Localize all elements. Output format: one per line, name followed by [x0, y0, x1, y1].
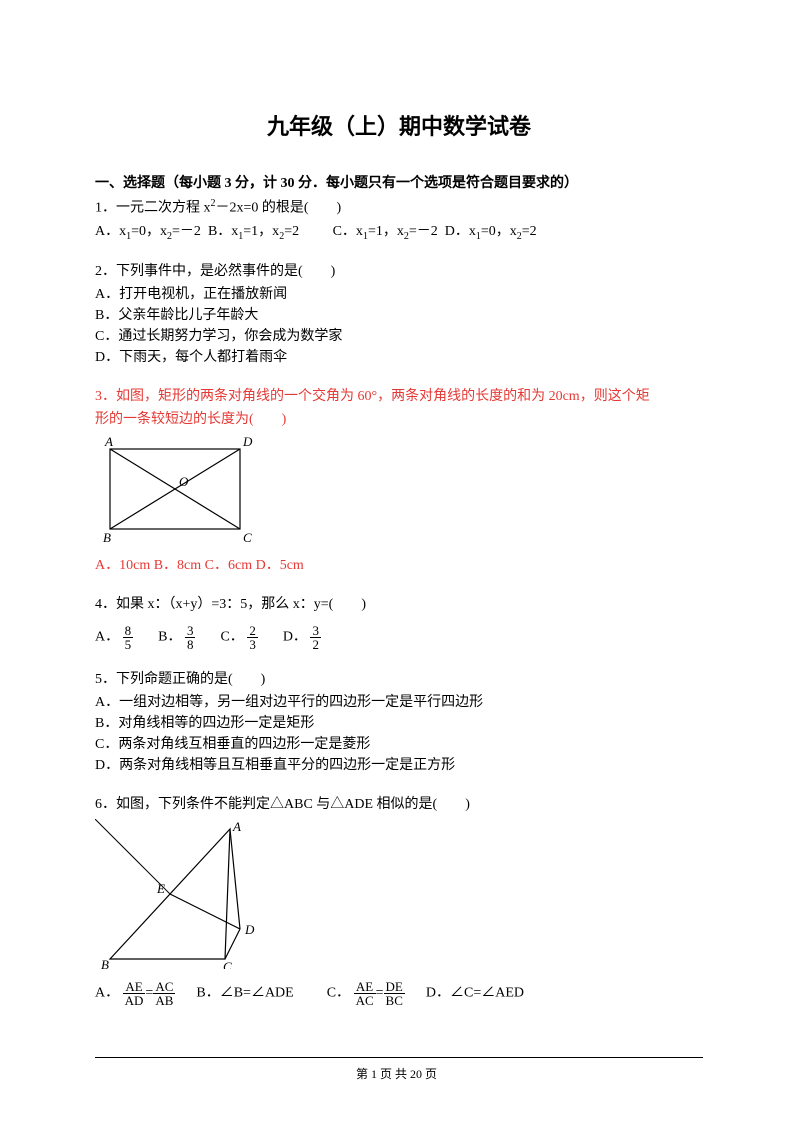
- frac-1: 85: [123, 624, 134, 651]
- q3-options: A．10cm B．8cm C．6cm D．5cm: [95, 555, 703, 576]
- q3-stem1: 3．如图，矩形的两条对角线的一个交角为 60°，两条对角线的长度的和为 20cm…: [95, 386, 703, 407]
- q4-stem: 4．如果 x：（x+y）=3：5，那么 x：y=( ): [95, 594, 703, 615]
- svg-text:A: A: [104, 434, 113, 449]
- svg-text:B: B: [101, 957, 109, 969]
- frac-4: 32: [310, 624, 321, 651]
- q3-stem2: 形的一条较短边的长度为( ): [95, 409, 703, 430]
- frac-2: 38: [185, 624, 196, 651]
- q6-frac2: AEAC: [354, 980, 376, 1007]
- q1-optD: D．x: [445, 224, 476, 239]
- q5-D: D．两条对角线相等且互相垂直平分的四边形一定是正方形: [95, 755, 703, 776]
- page-footer: 第 1 页 共 20 页: [0, 1065, 793, 1082]
- q4-options: A． 85 B． 38 C． 23 D． 32: [95, 624, 703, 651]
- question-5: 5．下列命题正确的是( ) A．一组对边相等，另一组对边平行的四边形一定是平行四…: [95, 669, 703, 776]
- q6-D: D．∠C=∠AED: [426, 986, 524, 1001]
- svg-text:E: E: [156, 881, 165, 896]
- q1-optB: B．x: [208, 224, 238, 239]
- q2-optB: B．父亲年龄比儿子年龄大: [95, 305, 703, 326]
- q1-stem-a: 1．一元二次方程 x: [95, 201, 211, 216]
- q6-frac1: AEAD: [123, 980, 146, 1007]
- q6-frac1b: ACAB: [153, 980, 175, 1007]
- svg-text:C: C: [243, 530, 252, 544]
- q1-stem-b: －2x=0 的根是( ): [216, 201, 342, 216]
- q1-options: A．x1=0，x2=－2 B．x1=1，x2=2 C．x1=1，x2=－2 D．…: [95, 221, 703, 244]
- q6-C: C．: [327, 986, 350, 1001]
- q5-stem: 5．下列命题正确的是( ): [95, 669, 703, 690]
- question-1: 1．一元二次方程 x2－2x=0 的根是( ) A．x1=0，x2=－2 B．x…: [95, 196, 703, 243]
- q1-optA: A．x: [95, 224, 126, 239]
- q2-optA: A．打开电视机，正在播放新闻: [95, 284, 703, 305]
- q4-B: B．: [158, 630, 181, 645]
- svg-text:O: O: [179, 474, 189, 489]
- q5-A: A．一组对边相等，另一组对边平行的四边形一定是平行四边形: [95, 692, 703, 713]
- exam-page: 九年级（上）期中数学试卷 一、选择题（每小题 3 分，计 30 分．每小题只有一…: [0, 0, 793, 1057]
- svg-text:B: B: [103, 530, 111, 544]
- q1-optC: C．x: [333, 224, 363, 239]
- question-2: 2．下列事件中，是必然事件的是( ) A．打开电视机，正在播放新闻 B．父亲年龄…: [95, 261, 703, 368]
- q6-B: B．∠B=∠ADE: [196, 986, 293, 1001]
- q6-figure: A B C D E: [95, 819, 703, 976]
- q6-A: A．: [95, 986, 119, 1001]
- q3-figure: A D B C O: [95, 434, 703, 551]
- q6-stem: 6．如图，下列条件不能判定△ABC 与△ADE 相似的是( ): [95, 794, 703, 815]
- q6-options: A． AEAD = ACAB B．∠B=∠ADE C． AEAC = DEBC …: [95, 980, 703, 1007]
- q6-frac2b: DEBC: [384, 980, 405, 1007]
- question-6: 6．如图，下列条件不能判定△ABC 与△ADE 相似的是( ) A B C D …: [95, 794, 703, 1007]
- page-title: 九年级（上）期中数学试卷: [95, 110, 703, 143]
- q5-C: C．两条对角线互相垂直的四边形一定是菱形: [95, 734, 703, 755]
- q4-D: D．: [283, 630, 307, 645]
- q4-C: C．: [220, 630, 243, 645]
- q4-A: A．: [95, 630, 119, 645]
- frac-3: 23: [247, 624, 258, 651]
- footer-rule: [95, 1057, 703, 1058]
- svg-text:D: D: [244, 922, 255, 937]
- svg-text:A: A: [232, 819, 241, 834]
- q2-optC: C．通过长期努力学习，你会成为数学家: [95, 326, 703, 347]
- question-4: 4．如果 x：（x+y）=3：5，那么 x：y=( ) A． 85 B． 38 …: [95, 594, 703, 651]
- question-3: 3．如图，矩形的两条对角线的一个交角为 60°，两条对角线的长度的和为 20cm…: [95, 386, 703, 576]
- svg-text:C: C: [223, 959, 232, 969]
- q2-stem: 2．下列事件中，是必然事件的是( ): [95, 261, 703, 282]
- section-header: 一、选择题（每小题 3 分，计 30 分．每小题只有一个选项是符合题目要求的）: [95, 173, 703, 194]
- q5-B: B．对角线相等的四边形一定是矩形: [95, 713, 703, 734]
- q1-stem: 1．一元二次方程 x2－2x=0 的根是( ): [95, 196, 703, 219]
- q2-optD: D．下雨天，每个人都打着雨伞: [95, 347, 703, 368]
- svg-text:D: D: [242, 434, 253, 449]
